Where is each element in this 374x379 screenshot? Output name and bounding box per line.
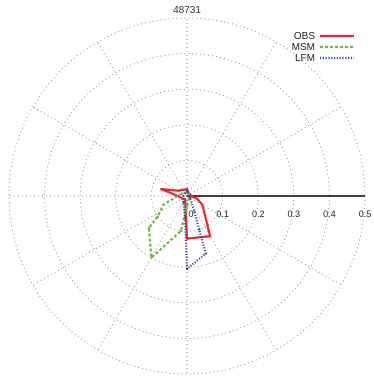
- data-point: [176, 189, 179, 192]
- tick-labels: 0 0.1 0.2 0.3 0.4 0.5: [188, 209, 371, 219]
- data-point: [185, 187, 189, 190]
- radial-tick-label: 0.4: [323, 209, 336, 219]
- data-point: [198, 228, 201, 231]
- data-point: [185, 267, 189, 271]
- data-point: [196, 197, 199, 200]
- data-point: [182, 188, 185, 191]
- series-lfm: [182, 189, 207, 271]
- data-point: [147, 226, 150, 230]
- chart-title: 48731: [173, 5, 201, 16]
- data-point: [204, 252, 207, 255]
- radial-tick-label: 0.1: [216, 209, 229, 219]
- data-point: [185, 205, 189, 208]
- data-point: [182, 194, 185, 198]
- radial-tick-label: 0.3: [288, 209, 301, 219]
- data-point: [185, 189, 189, 192]
- data-point: [156, 215, 159, 218]
- data-point: [184, 216, 187, 219]
- data-point: [162, 203, 165, 206]
- data-point: [209, 234, 212, 238]
- legend-label: MSM: [292, 42, 315, 53]
- data-point: [181, 192, 184, 195]
- data-point: [188, 196, 192, 199]
- grid-spoke-300: [186, 195, 277, 351]
- grid-spoke-240: [97, 195, 188, 351]
- data-point: [179, 229, 182, 233]
- radial-tick-label: 0.5: [359, 209, 372, 219]
- legend-label: OBS: [294, 31, 315, 42]
- radial-tick-label: 0.2: [252, 209, 265, 219]
- grid-spoke-150: [32, 106, 188, 197]
- grid-spoke-60: [186, 41, 277, 197]
- data-point: [184, 197, 187, 201]
- data-point: [160, 187, 163, 191]
- grid-spoke-120: [97, 41, 188, 197]
- data-point: [150, 256, 153, 259]
- data-point: [182, 201, 185, 204]
- grid-spoke-30: [186, 106, 342, 197]
- legend-label: LFM: [295, 53, 315, 64]
- data-point: [193, 211, 196, 214]
- grid-spoke-210: [32, 195, 188, 286]
- grid-spoke-330: [186, 195, 342, 286]
- data-point: [201, 203, 204, 206]
- radial-tick-label: 0: [188, 209, 193, 219]
- data-point: [187, 194, 190, 198]
- series-group: [147, 187, 212, 271]
